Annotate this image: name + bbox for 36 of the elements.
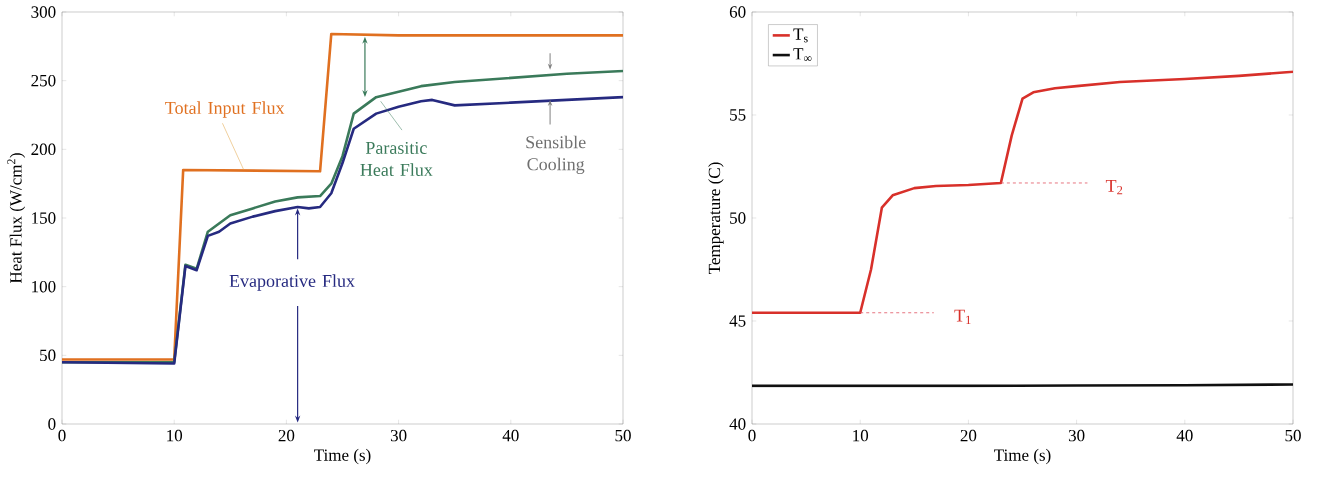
y-axis-title: Heat Flux (W/cm$^{2}$) xyxy=(7,153,26,284)
x-tick-label: 10 xyxy=(167,429,183,442)
y-tick-label: 50 xyxy=(40,349,56,362)
y-tick-label: 250 xyxy=(31,74,56,87)
legend-label: T$_{∞}$ xyxy=(793,48,812,61)
y-tick-label: 300 xyxy=(31,6,56,18)
annotation: T$_{2}$ xyxy=(1105,179,1123,195)
x-axis-title: Time (s) xyxy=(994,448,1051,465)
y-axis-title: Temperature (C) xyxy=(708,162,724,274)
x-tick-label: 30 xyxy=(390,429,407,442)
x-tick-label: 10 xyxy=(853,429,869,442)
annotation: Total Input Flux xyxy=(165,101,285,118)
y-tick-label: 50 xyxy=(730,212,746,224)
x-tick-label: 20 xyxy=(960,429,977,442)
y-tick-label: 40 xyxy=(729,418,746,430)
y-tick-label: 0 xyxy=(48,418,56,430)
x-tick-label: 40 xyxy=(1176,429,1193,442)
x-tick-label: 0 xyxy=(58,429,66,442)
y-tick-label: 100 xyxy=(32,280,56,293)
annotation: T$_{1}$ xyxy=(954,309,971,325)
x-tick-label: 50 xyxy=(1285,429,1301,442)
x-tick-label: 40 xyxy=(502,429,519,442)
y-tick-label: 60 xyxy=(729,6,746,18)
y-tick-label: 150 xyxy=(32,212,56,224)
y-tick-label: 200 xyxy=(31,143,56,156)
x-tick-label: 50 xyxy=(615,429,631,442)
annotation: Sensible Cooling xyxy=(526,135,586,175)
x-tick-label: 20 xyxy=(278,429,295,442)
x-tick-label: 0 xyxy=(748,429,756,442)
legend-label: T$_{s}$ xyxy=(793,28,808,43)
y-tick-label: 45 xyxy=(729,315,746,327)
annotation: Evaporative Flux xyxy=(229,274,355,291)
x-tick-label: 30 xyxy=(1068,429,1085,442)
y-tick-label: 55 xyxy=(730,109,746,121)
x-axis-title: Time (s) xyxy=(314,448,371,465)
annotation: Parasitic Heat Flux xyxy=(360,141,433,176)
